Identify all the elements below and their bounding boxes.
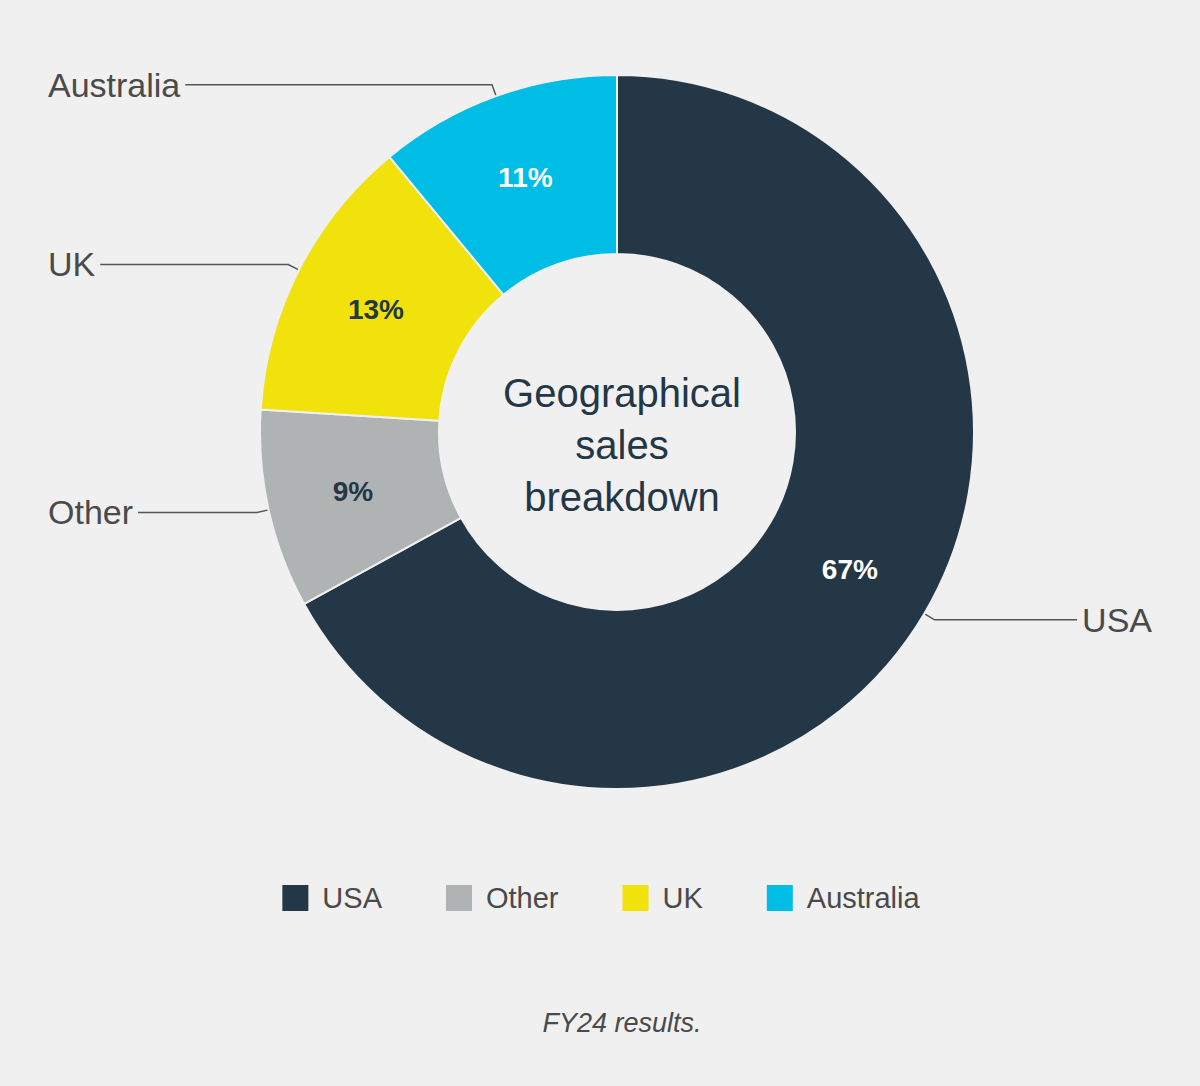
- svg-text:Geographical: Geographical: [503, 371, 741, 415]
- svg-text:9%: 9%: [333, 476, 374, 507]
- svg-text:UK: UK: [663, 882, 704, 914]
- svg-text:FY24 results.: FY24 results.: [542, 1008, 701, 1038]
- svg-text:Australia: Australia: [807, 882, 921, 914]
- svg-text:Other: Other: [486, 882, 559, 914]
- svg-text:Other: Other: [48, 493, 133, 531]
- svg-text:breakdown: breakdown: [524, 475, 720, 519]
- svg-text:Australia: Australia: [48, 66, 180, 104]
- svg-text:11%: 11%: [498, 162, 553, 193]
- svg-text:sales: sales: [575, 423, 668, 467]
- svg-text:UK: UK: [48, 245, 96, 283]
- svg-text:USA: USA: [1082, 601, 1152, 639]
- svg-text:USA: USA: [322, 882, 382, 914]
- svg-text:13%: 13%: [348, 294, 404, 325]
- svg-text:67%: 67%: [822, 554, 878, 585]
